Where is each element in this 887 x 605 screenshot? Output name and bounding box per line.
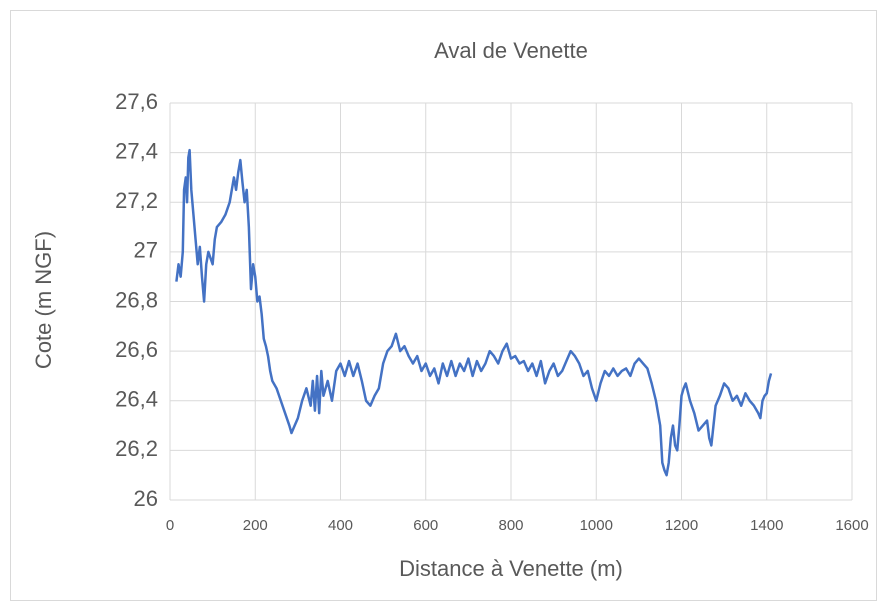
y-tick-label: 27,6 (115, 89, 158, 114)
y-tick-label: 26 (134, 486, 158, 511)
y-axis-label: Cote (m NGF) (31, 231, 56, 369)
x-tick-label: 0 (166, 517, 174, 534)
x-tick-label: 1400 (750, 517, 783, 534)
x-tick-label: 800 (498, 517, 523, 534)
y-tick-label: 27 (134, 238, 158, 263)
y-tick-label: 26,4 (115, 387, 158, 412)
x-axis-label: Distance à Venette (m) (399, 556, 623, 581)
y-tick-label: 26,8 (115, 287, 158, 312)
y-tick-label: 27,2 (115, 188, 158, 213)
chart-border (10, 10, 877, 601)
x-tick-label: 1000 (580, 517, 613, 534)
chart-title: Aval de Venette (434, 38, 588, 63)
y-tick-label: 27,4 (115, 138, 158, 163)
x-tick-label: 400 (328, 517, 353, 534)
y-tick-label: 26,6 (115, 337, 158, 362)
x-tick-label: 200 (243, 517, 268, 534)
y-tick-label: 26,2 (115, 436, 158, 461)
data-line (175, 148, 773, 477)
x-tick-label: 600 (413, 517, 438, 534)
x-tick-label: 1600 (835, 517, 868, 534)
x-tick-label: 1200 (665, 517, 698, 534)
